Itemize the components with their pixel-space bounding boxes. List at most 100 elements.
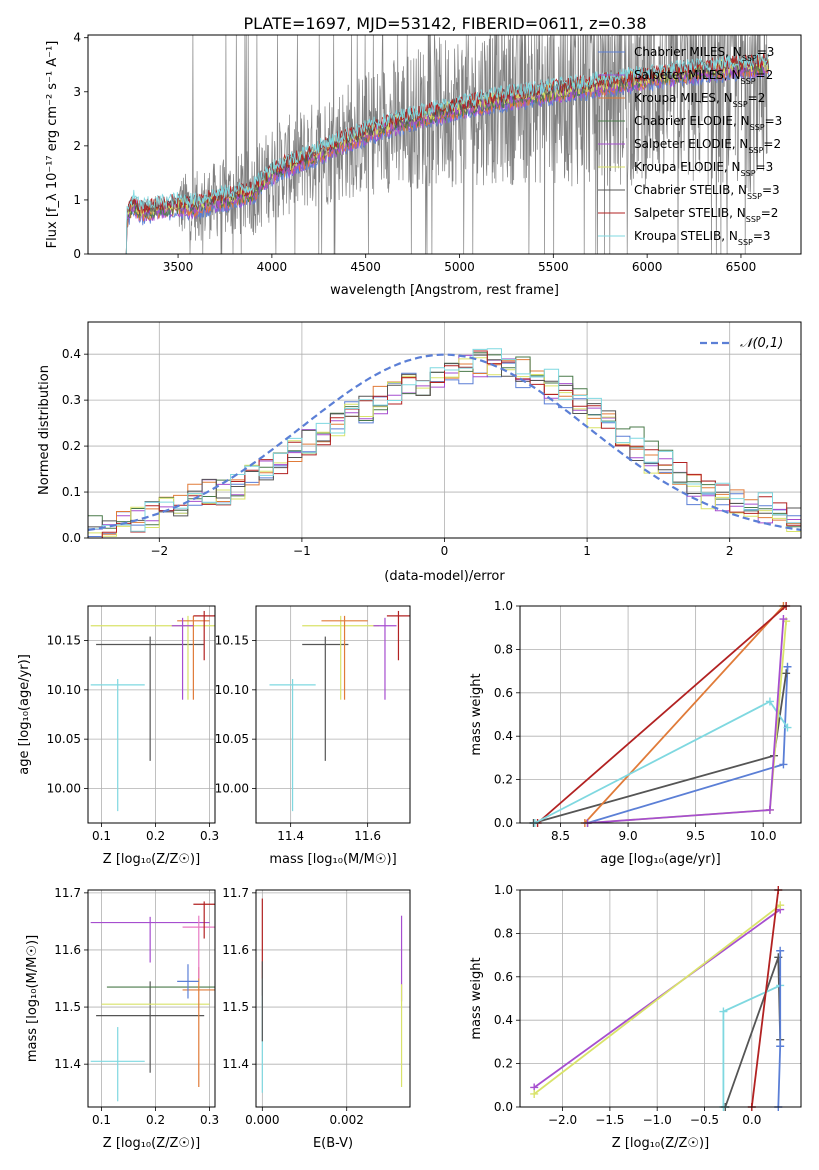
- x-tick-label: 0.2: [146, 1113, 165, 1127]
- residuals-panel: −2 −1 0 1 2 0.0 0.1 0.2 0.3 0.4 𝒩(0,1) (data-model)…: [37, 321, 802, 584]
- legend-nssp: =3: [762, 183, 780, 197]
- x-axis-label: age [log₁₀(age/yr)]: [600, 852, 721, 867]
- mass-weight-marker: [782, 669, 791, 678]
- errorbar-point: [182, 915, 215, 979]
- y-tick-label: 10.15: [47, 634, 81, 648]
- y-tick-label: 11.5: [54, 1000, 81, 1014]
- x-axis-label: (data-model)/error: [384, 569, 505, 584]
- model-line-salpeter-stelib: [125, 53, 770, 254]
- y-tick-label: 10.00: [215, 781, 249, 795]
- x-axis-label: Z [log₁₀(Z/Z☉)]: [103, 1136, 200, 1151]
- y-tick-label: 11.4: [54, 1057, 81, 1071]
- legend-label: Kroupa MILES, NSSP=2: [634, 91, 765, 109]
- errorbar-plot-area: [90, 610, 215, 812]
- legend-nssp: =3: [756, 160, 774, 174]
- x-axis-label: Z [log₁₀(Z/Z☉)]: [103, 852, 200, 867]
- x-tick-label: 1: [583, 544, 591, 558]
- mass-weight-marker: [765, 697, 774, 706]
- y-tick-label: 1.0: [494, 599, 513, 613]
- x-tick-label: −2: [150, 544, 168, 558]
- errorbar-point: [373, 617, 397, 700]
- legend-subscript: SSP: [733, 100, 748, 109]
- y-tick-label: 0.4: [62, 347, 81, 361]
- legend-subscript: SSP: [742, 54, 757, 63]
- mass-weight-marker: [719, 1007, 728, 1016]
- y-tick-label: 10.05: [215, 732, 249, 746]
- x-tick-label: −1.5: [595, 1113, 624, 1127]
- x-tick-label: 3500: [163, 260, 194, 274]
- axes-frame: [87, 889, 216, 1108]
- y-axis-label: mass [log₁₀(M/M☉)]: [25, 935, 40, 1062]
- legend-label: Chabrier MILES, NSSP=3: [634, 45, 774, 63]
- x-tick-label: 11.6: [354, 829, 381, 843]
- y-tick-label: 0.6: [494, 686, 513, 700]
- y-tick-label: 11.6: [54, 943, 81, 957]
- age-vs-mass-panel: 11.4 11.6 10.00 10.05 10.10 10.15 mass [log₁₀(…: [215, 605, 411, 867]
- legend-nssp: =3: [765, 114, 783, 128]
- errorbar-point: [90, 1027, 145, 1102]
- model-line-kroupa-miles: [125, 60, 770, 254]
- x-tick-label: −1: [293, 544, 311, 558]
- legend-label: Chabrier STELIB, NSSP=3: [634, 183, 780, 201]
- errorbar-point: [96, 636, 205, 761]
- y-tick-label: 0.0: [494, 1100, 513, 1114]
- y-tick-label: 11.5: [222, 1000, 249, 1014]
- y-tick-label: 11.4: [222, 1057, 249, 1071]
- x-tick-label: 6000: [632, 260, 663, 274]
- mass-weight-line: [533, 904, 781, 1095]
- y-tick-label: 0.6: [494, 970, 513, 984]
- legend-subscript: SSP: [747, 192, 762, 201]
- spectrum-panel: 3500 4000 4500 5000 5500 6000 6500 0 1 2 3 4 Chabrie…: [45, 31, 802, 298]
- y-tick-label: 0.8: [494, 642, 513, 656]
- x-tick-label: 11.4: [277, 829, 304, 843]
- mass-weight-marker: [779, 615, 788, 624]
- errorbar-point: [302, 615, 380, 700]
- x-tick-label: 0.000: [245, 1113, 279, 1127]
- legend-label: Salpeter ELODIE, NSSP=2: [634, 137, 781, 155]
- x-axis-label: E(B-V): [313, 1136, 353, 1151]
- errorbar-point: [177, 964, 199, 999]
- x-tick-label: 0.1: [92, 1113, 111, 1127]
- axes-frame: [87, 605, 216, 824]
- y-tick-label: 10.10: [47, 683, 81, 697]
- axes-frame: [519, 605, 802, 824]
- figure-title: PLATE=1697, MJD=53142, FIBERID=0611, z=0…: [243, 14, 646, 33]
- errorbar-point: [171, 617, 194, 700]
- mass-weight-marker: [776, 946, 785, 955]
- y-tick-label: 3: [73, 85, 81, 99]
- axes-frame: [255, 605, 411, 824]
- x-tick-label: 0.2: [146, 829, 165, 843]
- x-tick-label: −2.0: [548, 1113, 577, 1127]
- legend-nssp: =3: [753, 229, 771, 243]
- y-tick-label: 11.7: [54, 886, 81, 900]
- errorbar-point: [90, 916, 210, 963]
- y-tick-label: 0.4: [494, 1013, 513, 1027]
- model-line-kroupa-stelib: [125, 53, 770, 254]
- y-tick-label: 10.10: [215, 683, 249, 697]
- y-axis-label: mass weight: [469, 673, 484, 755]
- mass-weight-marker: [765, 805, 774, 814]
- errorbar-plot-area: [269, 610, 410, 812]
- x-tick-label: 0.1: [92, 829, 111, 843]
- x-tick-label: 0.3: [200, 829, 219, 843]
- legend-subscript: SSP: [748, 146, 763, 155]
- residual-histogram: [88, 348, 801, 538]
- y-tick-label: 0.0: [494, 816, 513, 830]
- x-tick-label: 0: [441, 544, 449, 558]
- y-axis-label: Flux [f_λ 10⁻¹⁷ erg cm⁻² s⁻¹ A⁻¹]: [45, 41, 60, 249]
- legend-subscript: SSP: [750, 123, 765, 132]
- y-tick-label: 0.4: [494, 729, 513, 743]
- axes-frame: [519, 889, 802, 1108]
- y-axis-label: Normed distribution: [37, 365, 52, 495]
- mass-weight-marker: [776, 901, 785, 910]
- x-tick-label: 6500: [726, 260, 757, 274]
- x-axis-label: wavelength [Angstrom, rest frame]: [330, 283, 559, 298]
- age-vs-metallicity-panel: 0.1 0.2 0.3 10.00 10.05 10.10 10.15 Z [log₁₀(Z/…: [17, 605, 219, 867]
- mass-weight-line: [750, 889, 780, 1108]
- legend-nssp: =2: [763, 137, 781, 151]
- normal-distribution-curve: [88, 353, 801, 531]
- mass-weight-vs-metallicity-panel: −2.0 −1.5 −1.0 −0.5 0.0 0.0 0.2 0.4 0.6 0.8 1.0 Z […: [469, 883, 802, 1151]
- mass-vs-extinction-panel: 0.000 0.002 11.4 11.5 11.6 11.7 E(B-V): [222, 886, 411, 1151]
- legend-label: Salpeter MILES, NSSP=2: [634, 68, 773, 86]
- mass-weight-plot-area: [530, 886, 785, 1111]
